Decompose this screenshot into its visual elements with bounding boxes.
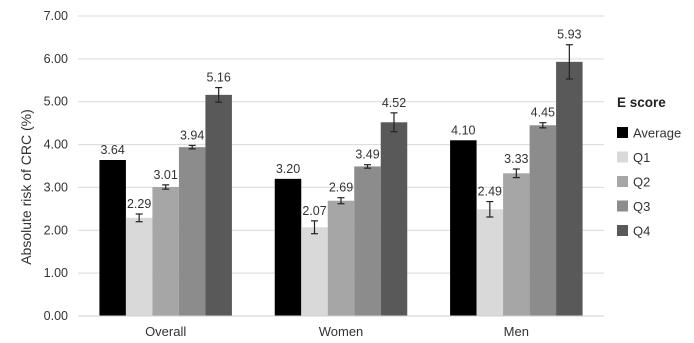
error-bar	[565, 44, 573, 80]
legend-swatch	[617, 176, 628, 187]
data-label: 4.10	[451, 123, 475, 137]
data-label: 2.07	[302, 204, 326, 218]
error-bar	[539, 122, 547, 129]
legend: E score Average Q1 Q2 Q3 Q4	[617, 95, 681, 239]
legend-swatch	[617, 200, 628, 212]
bar-q2-overall	[152, 187, 179, 316]
y-tick-label: 7.00	[44, 9, 68, 23]
y-tick-label: 1.00	[44, 266, 68, 280]
x-category-label: Women	[319, 324, 364, 339]
data-label: 5.93	[557, 28, 581, 42]
data-labels: 3.64 2.29 3.01 3.94 5.16 3.20 2.072.69 3.49 4.52…	[100, 28, 581, 218]
x-category-label: Men	[504, 324, 529, 339]
bar-q2-women	[327, 200, 355, 316]
x-category-label: Overall	[145, 324, 186, 339]
bar-q3-women	[354, 166, 381, 316]
data-label: 3.49	[355, 148, 379, 162]
error-bar	[364, 164, 371, 169]
bar-q4-overall	[205, 94, 232, 316]
legend-label: Q1	[633, 150, 650, 165]
y-tick-label: 2.00	[44, 223, 68, 237]
legend-swatch	[617, 151, 628, 163]
legend-label: Q4	[633, 224, 650, 239]
legend-swatch	[617, 225, 628, 236]
data-label: 2.49	[478, 185, 502, 199]
legend-title: E score	[617, 95, 666, 110]
legend-swatch	[617, 127, 628, 138]
legend-label: Q3	[633, 199, 650, 214]
bar-q1-women	[301, 227, 328, 316]
legend-label: Q2	[633, 175, 650, 190]
data-label: 3.01	[153, 168, 177, 182]
error-bar	[162, 184, 170, 190]
bar-q3-men	[529, 125, 557, 317]
error-bar	[390, 112, 398, 133]
y-axis-tick-labels: 0.00 1.00 2.00 3.00 4.00 5.00 6.00 7.00	[44, 9, 68, 323]
data-label: 3.20	[276, 162, 300, 176]
x-axis-category-labels: Overall Women Men	[145, 324, 529, 339]
y-tick-label: 6.00	[44, 52, 68, 66]
error-bar	[135, 213, 143, 223]
bar-q2-men	[503, 173, 530, 316]
bar-q4-men	[556, 61, 583, 316]
y-tick-label: 3.00	[44, 180, 68, 194]
data-label: 3.94	[180, 128, 204, 142]
error-bars	[135, 44, 573, 235]
bar-average-overall	[99, 160, 126, 316]
y-tick-label: 0.00	[44, 309, 68, 323]
data-label: 4.52	[382, 96, 406, 110]
error-bar	[337, 197, 345, 205]
bar-average-men	[450, 140, 477, 316]
data-label: 5.16	[206, 71, 230, 85]
y-tick-label: 5.00	[44, 95, 68, 109]
bar-q4-women	[380, 122, 408, 317]
data-label: 2.29	[127, 197, 151, 211]
data-label: 3.64	[100, 143, 124, 157]
data-label: 3.33	[504, 152, 528, 166]
bar-q1-overall	[125, 217, 153, 316]
y-tick-label: 4.00	[44, 138, 68, 152]
bar-q3-overall	[178, 147, 206, 316]
error-bar	[311, 220, 318, 235]
error-bar	[512, 168, 520, 179]
error-bar	[215, 86, 223, 103]
data-label: 4.45	[531, 106, 555, 120]
bar-series	[99, 61, 583, 317]
bar-q1-men	[476, 209, 504, 316]
legend-label: Average	[633, 126, 681, 141]
bar-average-women	[274, 178, 302, 316]
error-bar	[486, 200, 494, 218]
error-bar	[188, 144, 196, 150]
y-axis-label: Absolute risk of CRC (%)	[18, 109, 34, 265]
data-label: 2.69	[329, 181, 353, 195]
